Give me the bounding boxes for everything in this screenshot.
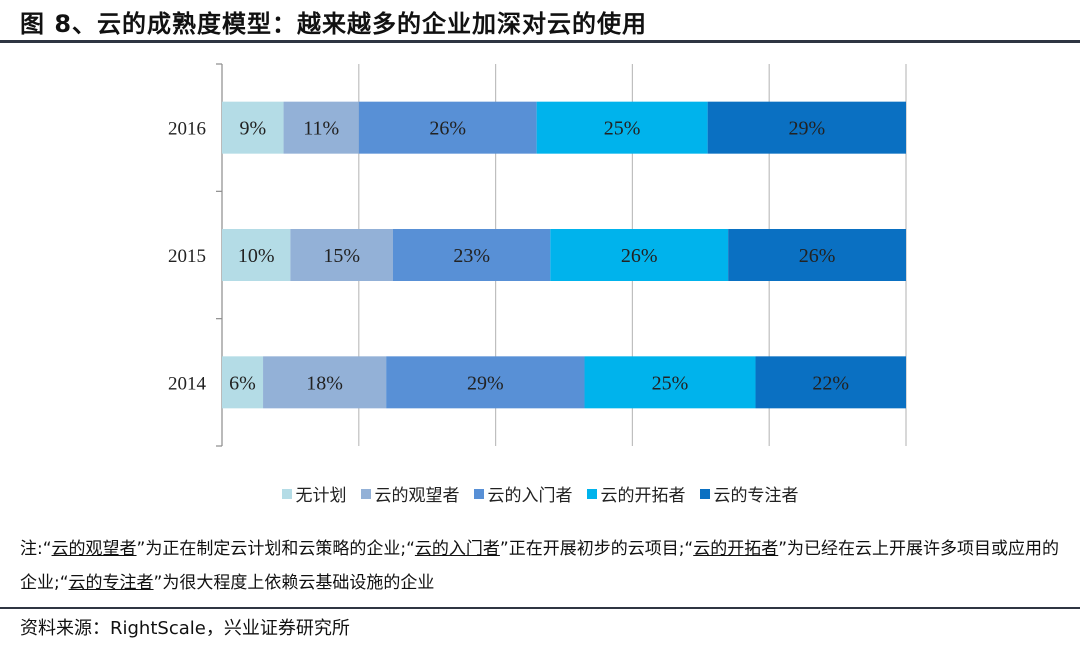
chart-legend: 无计划 云的观望者 云的入门者 云的开拓者 云的专注者: [0, 481, 1080, 506]
legend-item: 云的专注者: [699, 481, 799, 506]
note-text: 注:“: [20, 539, 52, 559]
legend-label: 云的入门者: [487, 486, 573, 506]
data-label: 22%: [812, 372, 849, 394]
bar-segment: [290, 229, 393, 281]
bar-segment: [728, 229, 906, 281]
legend-item: 无计划: [281, 481, 347, 506]
data-label: 23%: [453, 245, 490, 267]
data-label: 25%: [652, 372, 689, 394]
data-label: 15%: [323, 245, 360, 267]
bar-segment: [550, 229, 729, 281]
bar-segment: [222, 101, 284, 154]
bar-segment: [536, 101, 708, 154]
note-text: ”为已经在云上开展许多项目或应用的企业;“: [20, 539, 1060, 593]
bar-segment: [393, 229, 551, 281]
legend-item: 云的观望者: [360, 481, 460, 506]
category-tick-label: 2016: [168, 119, 206, 140]
data-label: 26%: [429, 118, 466, 140]
title-rule: [0, 40, 1080, 43]
data-label: 29%: [467, 372, 504, 394]
legend-label: 云的观望者: [374, 486, 460, 506]
legend-swatch: [699, 488, 710, 499]
bar-segment: [386, 356, 585, 409]
data-label: 29%: [788, 118, 825, 140]
bar-segment: [707, 101, 906, 154]
data-label: 11%: [303, 118, 339, 140]
legend-item: 云的入门者: [473, 481, 573, 506]
legend-item: 云的开拓者: [586, 481, 686, 506]
legend-swatch: [360, 488, 371, 499]
note-term: 云的入门者: [414, 539, 500, 559]
legend-label: 云的开拓者: [600, 486, 686, 506]
chart-note: 注:“云的观望者”为正在制定云计划和云策略的企业;“云的入门者”正在开展初步的云…: [20, 532, 1068, 600]
stacked-bar-chart: 2016 9% 11% 26% 25% 29% 2015 10% 15% 23% 26% 26% 201…: [168, 63, 907, 447]
note-text: ”为很大程度上依赖云基础设施的企业: [153, 573, 435, 593]
source-rule: [0, 607, 1080, 609]
legend-swatch: [281, 488, 292, 499]
category-tick-label: 2014: [168, 373, 207, 394]
bar-segment: [222, 229, 291, 281]
note-term: 云的开拓者: [693, 539, 779, 559]
note-text: ”为正在制定云计划和云策略的企业;“: [136, 539, 415, 559]
category-tick-label: 2015: [168, 246, 206, 267]
note-term: 云的专注者: [68, 573, 154, 593]
data-label: 26%: [799, 245, 836, 267]
source-text: 资料来源：RightScale，兴业证券研究所: [20, 618, 350, 639]
data-label: 10%: [238, 245, 275, 267]
legend-swatch: [586, 488, 597, 499]
bar-segment: [263, 356, 387, 409]
data-label: 25%: [604, 118, 641, 140]
data-label: 6%: [229, 372, 256, 394]
figure-title: 图 8、云的成熟度模型：越来越多的企业加深对云的使用: [20, 10, 648, 38]
note-text: ”正在开展初步的云项目;“: [499, 539, 694, 559]
bar-segment: [584, 356, 756, 409]
bar-segment: [755, 356, 906, 409]
bar-segment: [283, 101, 359, 154]
bar-segment: [222, 356, 264, 409]
legend-label: 无计划: [295, 486, 347, 506]
bar-segment: [358, 101, 537, 154]
data-label: 26%: [621, 245, 658, 267]
data-label: 18%: [306, 372, 343, 394]
legend-label: 云的专注者: [713, 486, 799, 506]
note-term: 云的观望者: [51, 539, 137, 559]
data-label: 9%: [239, 118, 266, 140]
legend-swatch: [473, 488, 484, 499]
